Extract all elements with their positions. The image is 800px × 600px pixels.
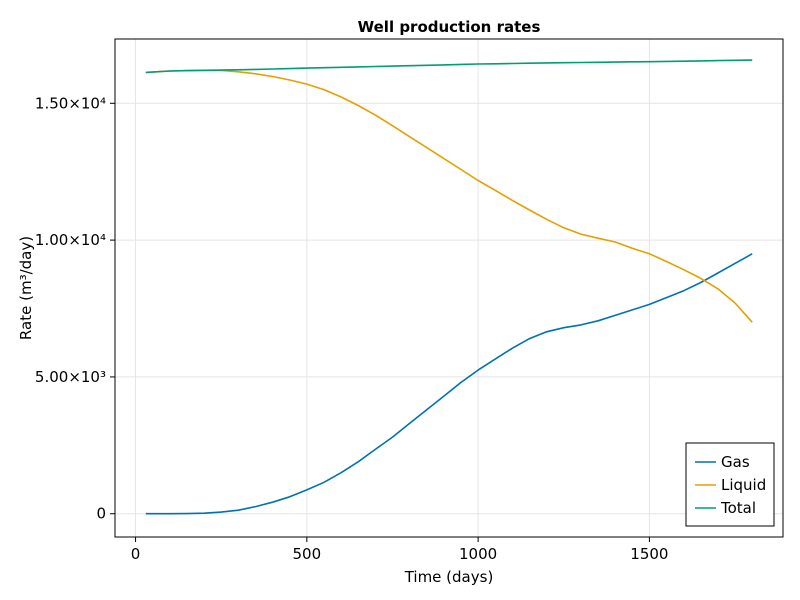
y-tick-label: 0 xyxy=(96,505,106,523)
x-tick-label: 500 xyxy=(293,545,322,563)
legend: Gas Liquid Total xyxy=(685,442,775,527)
series-line-gas xyxy=(145,253,753,515)
x-tick-label: 0 xyxy=(131,545,141,563)
legend-label-total: Total xyxy=(720,499,756,517)
axis-ticks: 0 500 1000 1500 0 5.00×10³ 1.00×10⁴ 1.50×10⁴ xyxy=(35,94,669,563)
plot-frame xyxy=(114,38,784,538)
chart-title: Well production rates xyxy=(358,18,541,36)
legend-label-liquid: Liquid xyxy=(721,476,766,494)
y-axis-title: Rate (m³/day) xyxy=(17,236,35,340)
series-lines xyxy=(145,59,753,515)
series-line-liquid xyxy=(145,69,753,323)
y-tick-label: 5.00×10³ xyxy=(35,368,106,386)
x-axis-title: Time (days) xyxy=(404,568,494,586)
y-tick-label: 1.00×10⁴ xyxy=(35,231,106,249)
x-tick-label: 1000 xyxy=(459,545,497,563)
legend-label-gas: Gas xyxy=(721,453,750,471)
x-tick-label: 1500 xyxy=(630,545,668,563)
grid-lines xyxy=(115,39,783,537)
series-line-total xyxy=(145,59,753,74)
y-tick-label: 1.50×10⁴ xyxy=(35,94,106,112)
